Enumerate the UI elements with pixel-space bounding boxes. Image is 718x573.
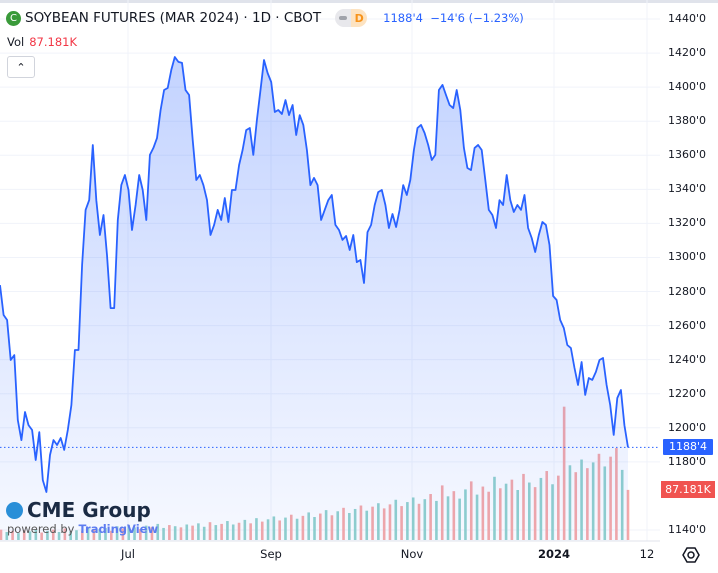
- quote-readout: 1188'4 −14'6 (−1.23%): [383, 11, 524, 25]
- price-tick: 1420'0: [668, 46, 707, 60]
- market-status-pill[interactable]: D: [335, 9, 368, 27]
- price-change-pct: (−1.23%): [468, 11, 524, 25]
- price-tick: 1280'0: [668, 284, 707, 298]
- price-tick: 1400'0: [668, 80, 707, 94]
- tradingview-link[interactable]: TradingView: [78, 522, 159, 536]
- price-tick: 1340'0: [668, 182, 707, 196]
- price-tick: 1260'0: [668, 318, 707, 332]
- price-tick: 1360'0: [668, 148, 707, 162]
- symbol-logo-icon: C: [6, 10, 21, 26]
- volume-label: Vol: [7, 35, 25, 49]
- time-tick: Sep: [260, 547, 282, 561]
- cme-logo-text: CME Group: [27, 498, 151, 522]
- price-tick: 1380'0: [668, 114, 707, 128]
- volume-tag: 87.181K: [661, 481, 715, 498]
- collapse-legend-button[interactable]: ⌃: [7, 56, 35, 78]
- volume-legend: Vol 87.181K: [7, 35, 77, 49]
- top-border: [0, 0, 718, 3]
- time-tick: Nov: [400, 547, 424, 561]
- settings-gear-icon[interactable]: [682, 546, 700, 564]
- market-closed-icon: [335, 9, 352, 27]
- globe-icon: [6, 501, 23, 519]
- volume-value: 87.181K: [29, 35, 77, 49]
- current-price-tag: 1188'4: [663, 439, 713, 455]
- price-tick: 1220'0: [668, 386, 707, 400]
- time-tick: 2024: [537, 547, 571, 561]
- price-tick: 1140'0: [668, 522, 707, 536]
- cme-group-logo: CME Group: [6, 498, 151, 522]
- price-tick: 1240'0: [668, 352, 707, 366]
- price-chart[interactable]: [0, 0, 660, 573]
- time-tick: Jul: [121, 547, 135, 561]
- last-price: 1188'4: [383, 11, 423, 25]
- price-change: −14'6: [430, 11, 465, 25]
- symbol-title[interactable]: SOYBEAN FUTURES (MAR 2024) · 1D · CBOT: [25, 10, 322, 26]
- price-tick: 1200'0: [668, 420, 707, 434]
- price-area-fill: [0, 57, 628, 541]
- price-tick: 1180'0: [668, 454, 707, 468]
- chart-legend: C SOYBEAN FUTURES (MAR 2024) · 1D · CBOT…: [6, 9, 524, 27]
- price-line: [0, 56, 629, 493]
- powered-by[interactable]: powered by TradingView: [7, 522, 158, 536]
- price-tick: 1440'0: [668, 12, 707, 25]
- time-tick: 12: [639, 547, 655, 561]
- price-tick: 1300'0: [668, 250, 707, 264]
- price-tick: 1320'0: [668, 216, 707, 230]
- delayed-data-badge: D: [351, 9, 368, 27]
- powered-by-text: powered by: [7, 522, 75, 536]
